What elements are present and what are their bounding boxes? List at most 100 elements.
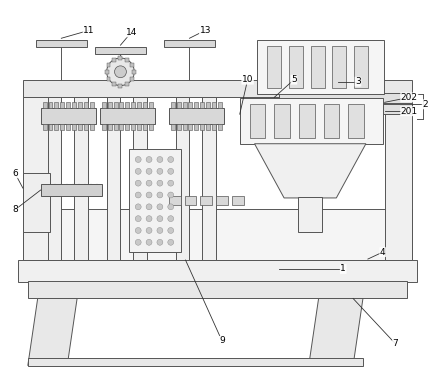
Bar: [274, 104, 290, 138]
Polygon shape: [255, 144, 366, 198]
Bar: [137, 124, 141, 130]
Bar: [149, 102, 153, 108]
Bar: [74, 97, 88, 260]
Bar: [257, 40, 384, 94]
Circle shape: [146, 156, 152, 163]
Bar: [120, 124, 124, 130]
Circle shape: [115, 66, 126, 78]
Bar: [36, 40, 87, 47]
Bar: [107, 63, 110, 67]
Bar: [23, 80, 412, 97]
Bar: [49, 102, 52, 108]
Bar: [118, 56, 122, 60]
Bar: [216, 196, 228, 205]
Bar: [137, 102, 141, 108]
Bar: [212, 102, 216, 108]
Text: 4: 4: [380, 248, 385, 256]
Bar: [78, 102, 82, 108]
Text: 2: 2: [422, 100, 428, 109]
Bar: [60, 124, 64, 130]
Circle shape: [146, 239, 152, 245]
Bar: [149, 124, 153, 130]
Circle shape: [135, 168, 141, 174]
Bar: [279, 94, 412, 103]
Bar: [183, 102, 187, 108]
Bar: [249, 104, 265, 138]
Bar: [23, 209, 412, 260]
Circle shape: [168, 168, 174, 174]
Bar: [95, 47, 146, 54]
Bar: [143, 124, 147, 130]
Bar: [108, 124, 112, 130]
Bar: [18, 260, 417, 282]
Text: 1: 1: [340, 264, 346, 274]
Bar: [323, 104, 339, 138]
Bar: [188, 102, 192, 108]
Circle shape: [157, 227, 163, 234]
Bar: [354, 46, 368, 88]
Bar: [177, 124, 181, 130]
Bar: [72, 124, 76, 130]
Circle shape: [135, 227, 141, 234]
Bar: [49, 124, 52, 130]
Circle shape: [146, 227, 152, 234]
Text: 8: 8: [12, 205, 18, 214]
Text: 201: 201: [401, 107, 418, 116]
Bar: [171, 102, 175, 108]
Bar: [130, 77, 134, 81]
Circle shape: [168, 227, 174, 234]
Bar: [311, 46, 325, 88]
Bar: [54, 102, 58, 108]
Circle shape: [135, 156, 141, 163]
Circle shape: [157, 156, 163, 163]
Circle shape: [300, 225, 319, 244]
Bar: [84, 124, 88, 130]
Text: 10: 10: [242, 75, 253, 84]
Bar: [72, 102, 76, 108]
Bar: [23, 97, 51, 260]
Circle shape: [135, 216, 141, 222]
Bar: [206, 102, 210, 108]
Bar: [28, 281, 407, 298]
Bar: [218, 124, 222, 130]
Text: 9: 9: [219, 336, 225, 345]
Bar: [194, 102, 198, 108]
Bar: [78, 124, 82, 130]
Bar: [113, 102, 117, 108]
Circle shape: [157, 239, 163, 245]
Circle shape: [135, 204, 141, 210]
Bar: [279, 104, 412, 114]
Bar: [41, 108, 96, 124]
Text: 7: 7: [392, 340, 398, 348]
Bar: [90, 102, 94, 108]
Bar: [267, 46, 281, 88]
Circle shape: [107, 58, 134, 86]
Bar: [107, 97, 120, 260]
Bar: [100, 108, 155, 124]
Bar: [176, 97, 190, 260]
Circle shape: [135, 239, 141, 245]
Bar: [131, 124, 135, 130]
Bar: [299, 104, 315, 138]
Bar: [23, 173, 51, 232]
Bar: [43, 124, 47, 130]
Circle shape: [157, 192, 163, 198]
Bar: [112, 82, 116, 86]
Circle shape: [168, 180, 174, 186]
Bar: [183, 124, 187, 130]
Bar: [125, 58, 129, 62]
Text: 13: 13: [199, 26, 211, 35]
Circle shape: [168, 204, 174, 210]
Bar: [108, 102, 112, 108]
Bar: [177, 102, 181, 108]
Text: 11: 11: [83, 26, 95, 35]
Circle shape: [168, 239, 174, 245]
Circle shape: [157, 168, 163, 174]
Polygon shape: [309, 298, 363, 365]
Bar: [47, 97, 61, 260]
Bar: [143, 102, 147, 108]
Bar: [28, 358, 363, 365]
Bar: [112, 58, 116, 62]
Circle shape: [157, 216, 163, 222]
Bar: [332, 46, 346, 88]
